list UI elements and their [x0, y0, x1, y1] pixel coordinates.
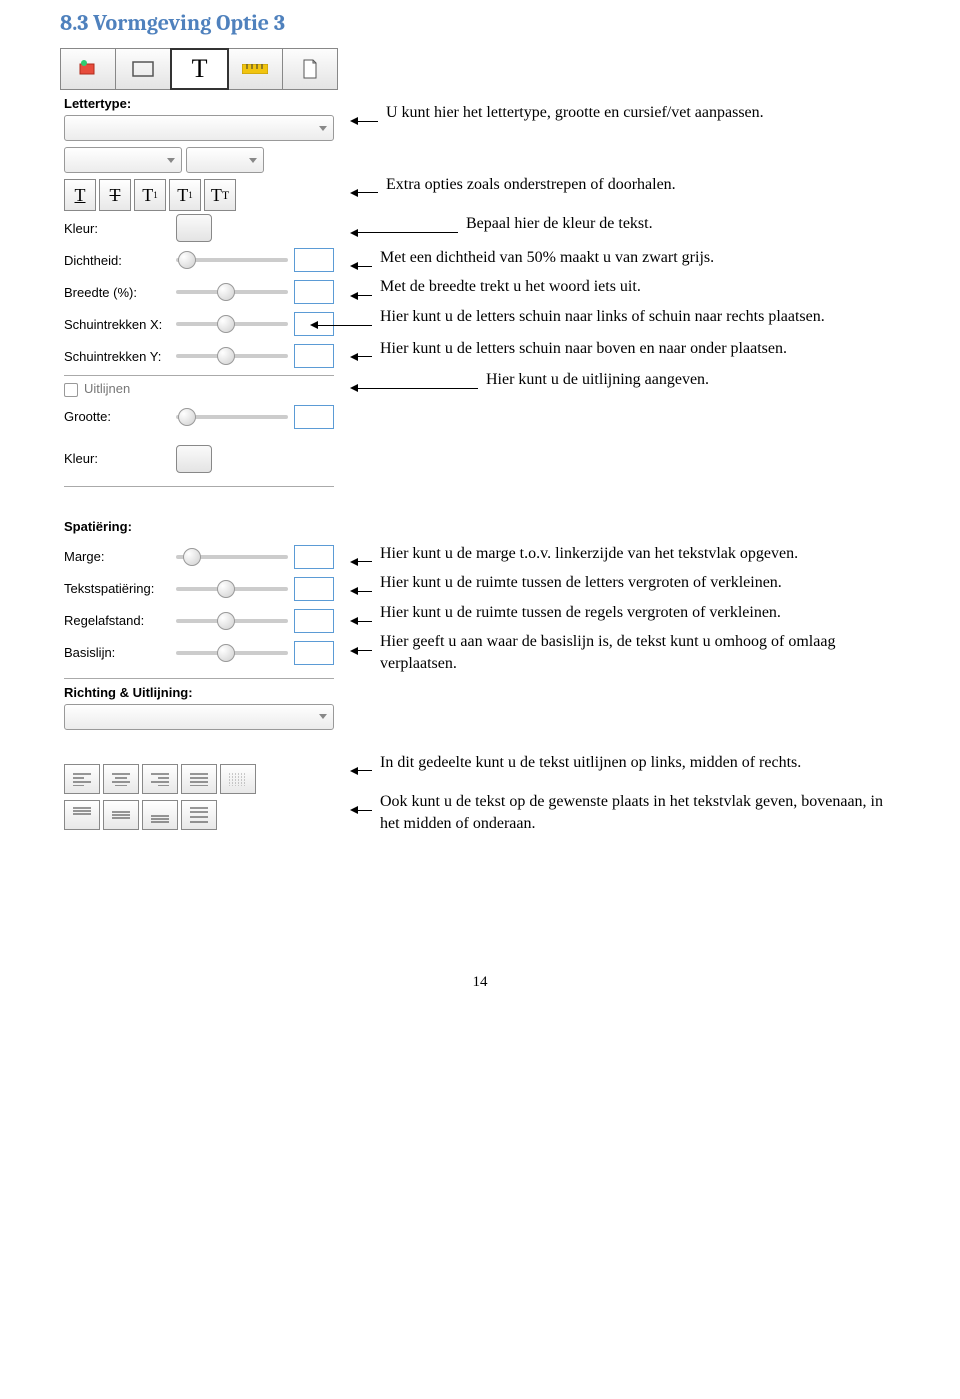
valign-justify-button[interactable] [181, 800, 217, 830]
annotation-align: Hier kunt u de uitlijning aangeven. [486, 369, 709, 391]
underline-button[interactable]: T [64, 179, 96, 211]
annotation-color: Bepaal hier de kleur de tekst. [466, 213, 653, 235]
margin-slider[interactable] [176, 555, 288, 559]
direction-dropdown[interactable] [64, 704, 334, 730]
direction-label: Richting & Uitlijning: [64, 685, 334, 700]
tab-text[interactable]: T [170, 48, 228, 90]
annotation-baseline: Hier geeft u aan waar de basislijn is, d… [380, 631, 900, 674]
letterspacing-value[interactable] [294, 577, 334, 601]
outline-color-swatch[interactable] [176, 445, 212, 473]
align-right-button[interactable] [142, 764, 178, 794]
chevron-down-icon [249, 158, 257, 163]
tab-box[interactable] [116, 49, 171, 89]
lineheight-label: Regelafstand: [64, 613, 176, 628]
strikethrough-button[interactable]: T [99, 179, 131, 211]
skewx-label: Schuintrekken X: [64, 317, 176, 332]
annotation-extra: Extra opties zoals onderstrepen of doorh… [386, 174, 676, 196]
margin-value[interactable] [294, 545, 334, 569]
color2-label: Kleur: [64, 451, 176, 466]
font-family-dropdown[interactable] [64, 115, 334, 141]
size-slider[interactable] [176, 415, 288, 419]
annotation-width: Met de breedte trekt u het woord iets ui… [380, 276, 641, 298]
annotation-letterspacing: Hier kunt u de ruimte tussen de letters … [380, 572, 782, 594]
annotation-valign: Ook kunt u de tekst op de gewenste plaat… [380, 791, 900, 834]
width-slider[interactable] [176, 290, 288, 294]
letterspacing-slider[interactable] [176, 587, 288, 591]
annotation-skewx: Hier kunt u de letters schuin naar links… [380, 306, 825, 328]
align-justify-button[interactable] [181, 764, 217, 794]
baseline-slider[interactable] [176, 651, 288, 655]
skewy-value[interactable] [294, 344, 334, 368]
chevron-down-icon [319, 126, 327, 131]
tab-ruler[interactable] [228, 49, 283, 89]
annotation-margin: Hier kunt u de marge t.o.v. linkerzijde … [380, 543, 798, 565]
margin-label: Marge: [64, 549, 176, 564]
valign-middle-button[interactable] [103, 800, 139, 830]
skewx-slider[interactable] [176, 322, 288, 326]
chevron-down-icon [167, 158, 175, 163]
tab-shape[interactable] [61, 49, 116, 89]
align-distribute-button[interactable] [220, 764, 256, 794]
letterspacing-label: Tekstspatiëring: [64, 581, 176, 596]
section-heading: 8.3 Vormgeving Optie 3 [60, 10, 900, 36]
align-left-button[interactable] [64, 764, 100, 794]
lineheight-value[interactable] [294, 609, 334, 633]
annotation-density: Met een dichtheid van 50% maakt u van zw… [380, 247, 714, 269]
width-value[interactable] [294, 280, 334, 304]
lineheight-slider[interactable] [176, 619, 288, 623]
align-center-button[interactable] [103, 764, 139, 794]
skewy-label: Schuintrekken Y: [64, 349, 176, 364]
chevron-down-icon [319, 714, 327, 719]
lettertype-label: Lettertype: [64, 96, 334, 111]
page-number: 14 [60, 974, 900, 991]
tab-page[interactable] [283, 49, 337, 89]
annotation-lineheight: Hier kunt u de ruimte tussen de regels v… [380, 602, 781, 624]
density-slider[interactable] [176, 258, 288, 262]
color-label: Kleur: [64, 221, 176, 236]
valign-bottom-button[interactable] [142, 800, 178, 830]
annotation-font: U kunt hier het lettertype, grootte en c… [386, 102, 764, 124]
baseline-label: Basislijn: [64, 645, 176, 660]
spacing-label: Spatiëring: [64, 519, 334, 534]
align-label: Uitlijnen [84, 381, 130, 396]
skewy-slider[interactable] [176, 354, 288, 358]
superscript-button[interactable]: T1 [134, 179, 166, 211]
baseline-value[interactable] [294, 641, 334, 665]
annotation-skewy: Hier kunt u de letters schuin naar boven… [380, 338, 787, 360]
width-label: Breedte (%): [64, 285, 176, 300]
text-color-swatch[interactable] [176, 214, 212, 242]
density-label: Dichtheid: [64, 253, 176, 268]
text-icon: T [192, 54, 208, 84]
align-checkbox[interactable] [64, 383, 78, 397]
subscript-button[interactable]: T1 [169, 179, 201, 211]
font-size-dropdown[interactable] [186, 147, 264, 173]
density-value[interactable] [294, 248, 334, 272]
valign-top-button[interactable] [64, 800, 100, 830]
size-label: Grootte: [64, 409, 176, 424]
font-style-dropdown[interactable] [64, 147, 182, 173]
smallcaps-button[interactable]: TT [204, 179, 236, 211]
tool-mode-toolbar: T [60, 48, 338, 90]
annotation-halign: In dit gedeelte kunt u de tekst uitlijne… [380, 752, 801, 774]
size-value[interactable] [294, 405, 334, 429]
